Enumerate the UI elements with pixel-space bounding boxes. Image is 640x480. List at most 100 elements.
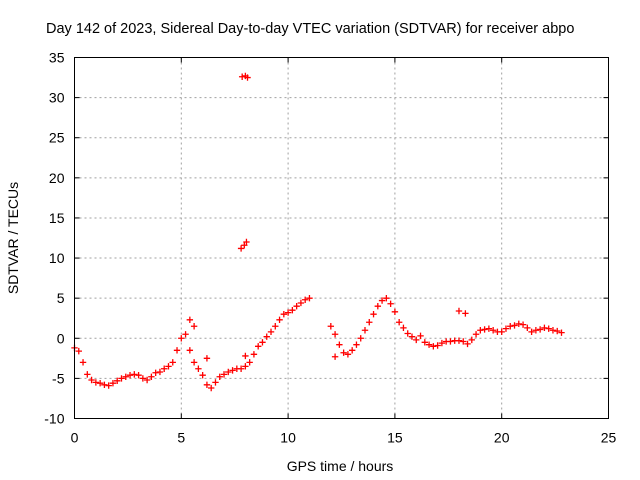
data-point	[489, 327, 497, 334]
data-point	[472, 331, 480, 338]
y-tick-label: -5	[52, 370, 65, 386]
data-point	[79, 359, 87, 366]
data-point	[237, 245, 245, 252]
data-point	[225, 368, 232, 376]
x-tick-labels: 0 5 10 15 20 25	[71, 430, 617, 446]
data-point	[238, 73, 246, 80]
data-point	[267, 328, 275, 336]
x-tick-label: 20	[494, 430, 510, 446]
data-point	[114, 377, 121, 384]
data-point	[434, 342, 441, 349]
x-tick-label: 15	[387, 430, 403, 446]
data-point	[250, 351, 258, 358]
data-point	[549, 327, 557, 334]
data-point	[173, 347, 181, 354]
data-point	[408, 333, 416, 340]
data-point	[190, 359, 198, 366]
data-point	[131, 371, 138, 378]
data-point	[361, 327, 369, 334]
data-point	[143, 376, 151, 384]
data-point	[464, 340, 471, 348]
data-point	[126, 371, 134, 379]
data-point	[545, 325, 552, 332]
data-point	[462, 310, 469, 317]
data-point	[75, 347, 82, 355]
data-point	[455, 307, 463, 315]
data-point	[242, 363, 249, 370]
data-point	[284, 309, 292, 316]
x-tick-label: 5	[177, 430, 185, 446]
data-point	[297, 299, 305, 307]
y-tick-label: 0	[57, 330, 65, 346]
data-point	[263, 333, 270, 340]
y-tick-label: 15	[49, 210, 65, 226]
data-point	[395, 319, 403, 326]
data-point	[259, 339, 266, 346]
data-point	[306, 294, 313, 302]
data-point	[336, 341, 343, 348]
data-point	[374, 302, 382, 310]
data-point	[208, 384, 215, 392]
data-point	[212, 379, 219, 386]
data-point	[344, 351, 352, 358]
data-point	[400, 324, 407, 332]
data-point	[276, 316, 283, 324]
data-point	[254, 343, 262, 350]
data-point	[96, 380, 104, 387]
data-point	[195, 365, 202, 372]
y-tick-label: 10	[49, 250, 65, 266]
y-tick-label: 25	[49, 130, 65, 146]
data-point	[148, 373, 155, 380]
x-tick-label: 0	[71, 430, 79, 446]
data-point	[272, 323, 279, 330]
plot-frame	[74, 57, 609, 419]
data-points	[71, 72, 565, 392]
data-point	[186, 316, 194, 324]
y-tick-label: 5	[57, 290, 65, 306]
data-point	[554, 327, 561, 335]
data-point	[541, 324, 548, 332]
data-point	[383, 294, 390, 302]
data-point	[468, 336, 475, 344]
data-point	[237, 365, 245, 372]
data-point	[244, 74, 251, 81]
data-point	[536, 326, 544, 333]
grid-lines	[74, 57, 609, 419]
data-point	[280, 311, 288, 318]
data-point	[519, 321, 527, 328]
data-point	[425, 341, 433, 348]
data-point	[203, 381, 211, 389]
data-point	[199, 371, 206, 379]
data-point	[511, 322, 518, 329]
data-point	[430, 343, 437, 350]
data-point	[353, 341, 360, 348]
axis-ticks	[74, 57, 609, 419]
data-point	[105, 382, 112, 389]
data-point	[413, 336, 420, 344]
data-point	[88, 376, 95, 384]
data-point	[370, 311, 377, 318]
data-point	[532, 327, 540, 334]
data-point	[190, 323, 198, 330]
data-point	[220, 371, 228, 378]
data-point	[203, 355, 211, 362]
data-point	[387, 300, 394, 307]
y-tick-label: 35	[49, 50, 65, 66]
chart-title: Day 142 of 2023, Sidereal Day-to-day VTE…	[46, 21, 574, 37]
data-point	[122, 373, 129, 380]
x-axis-label: GPS time / hours	[287, 458, 394, 474]
data-point	[92, 379, 100, 386]
data-point	[455, 337, 463, 344]
data-point	[485, 325, 493, 332]
data-point	[477, 327, 484, 334]
data-point	[229, 367, 236, 374]
data-point	[109, 380, 117, 387]
data-point	[460, 338, 467, 345]
data-point	[481, 326, 488, 333]
data-point	[182, 331, 189, 338]
data-point	[507, 323, 514, 330]
data-point	[135, 371, 142, 379]
data-point	[169, 359, 176, 366]
data-point	[438, 339, 446, 347]
data-point	[289, 307, 296, 314]
